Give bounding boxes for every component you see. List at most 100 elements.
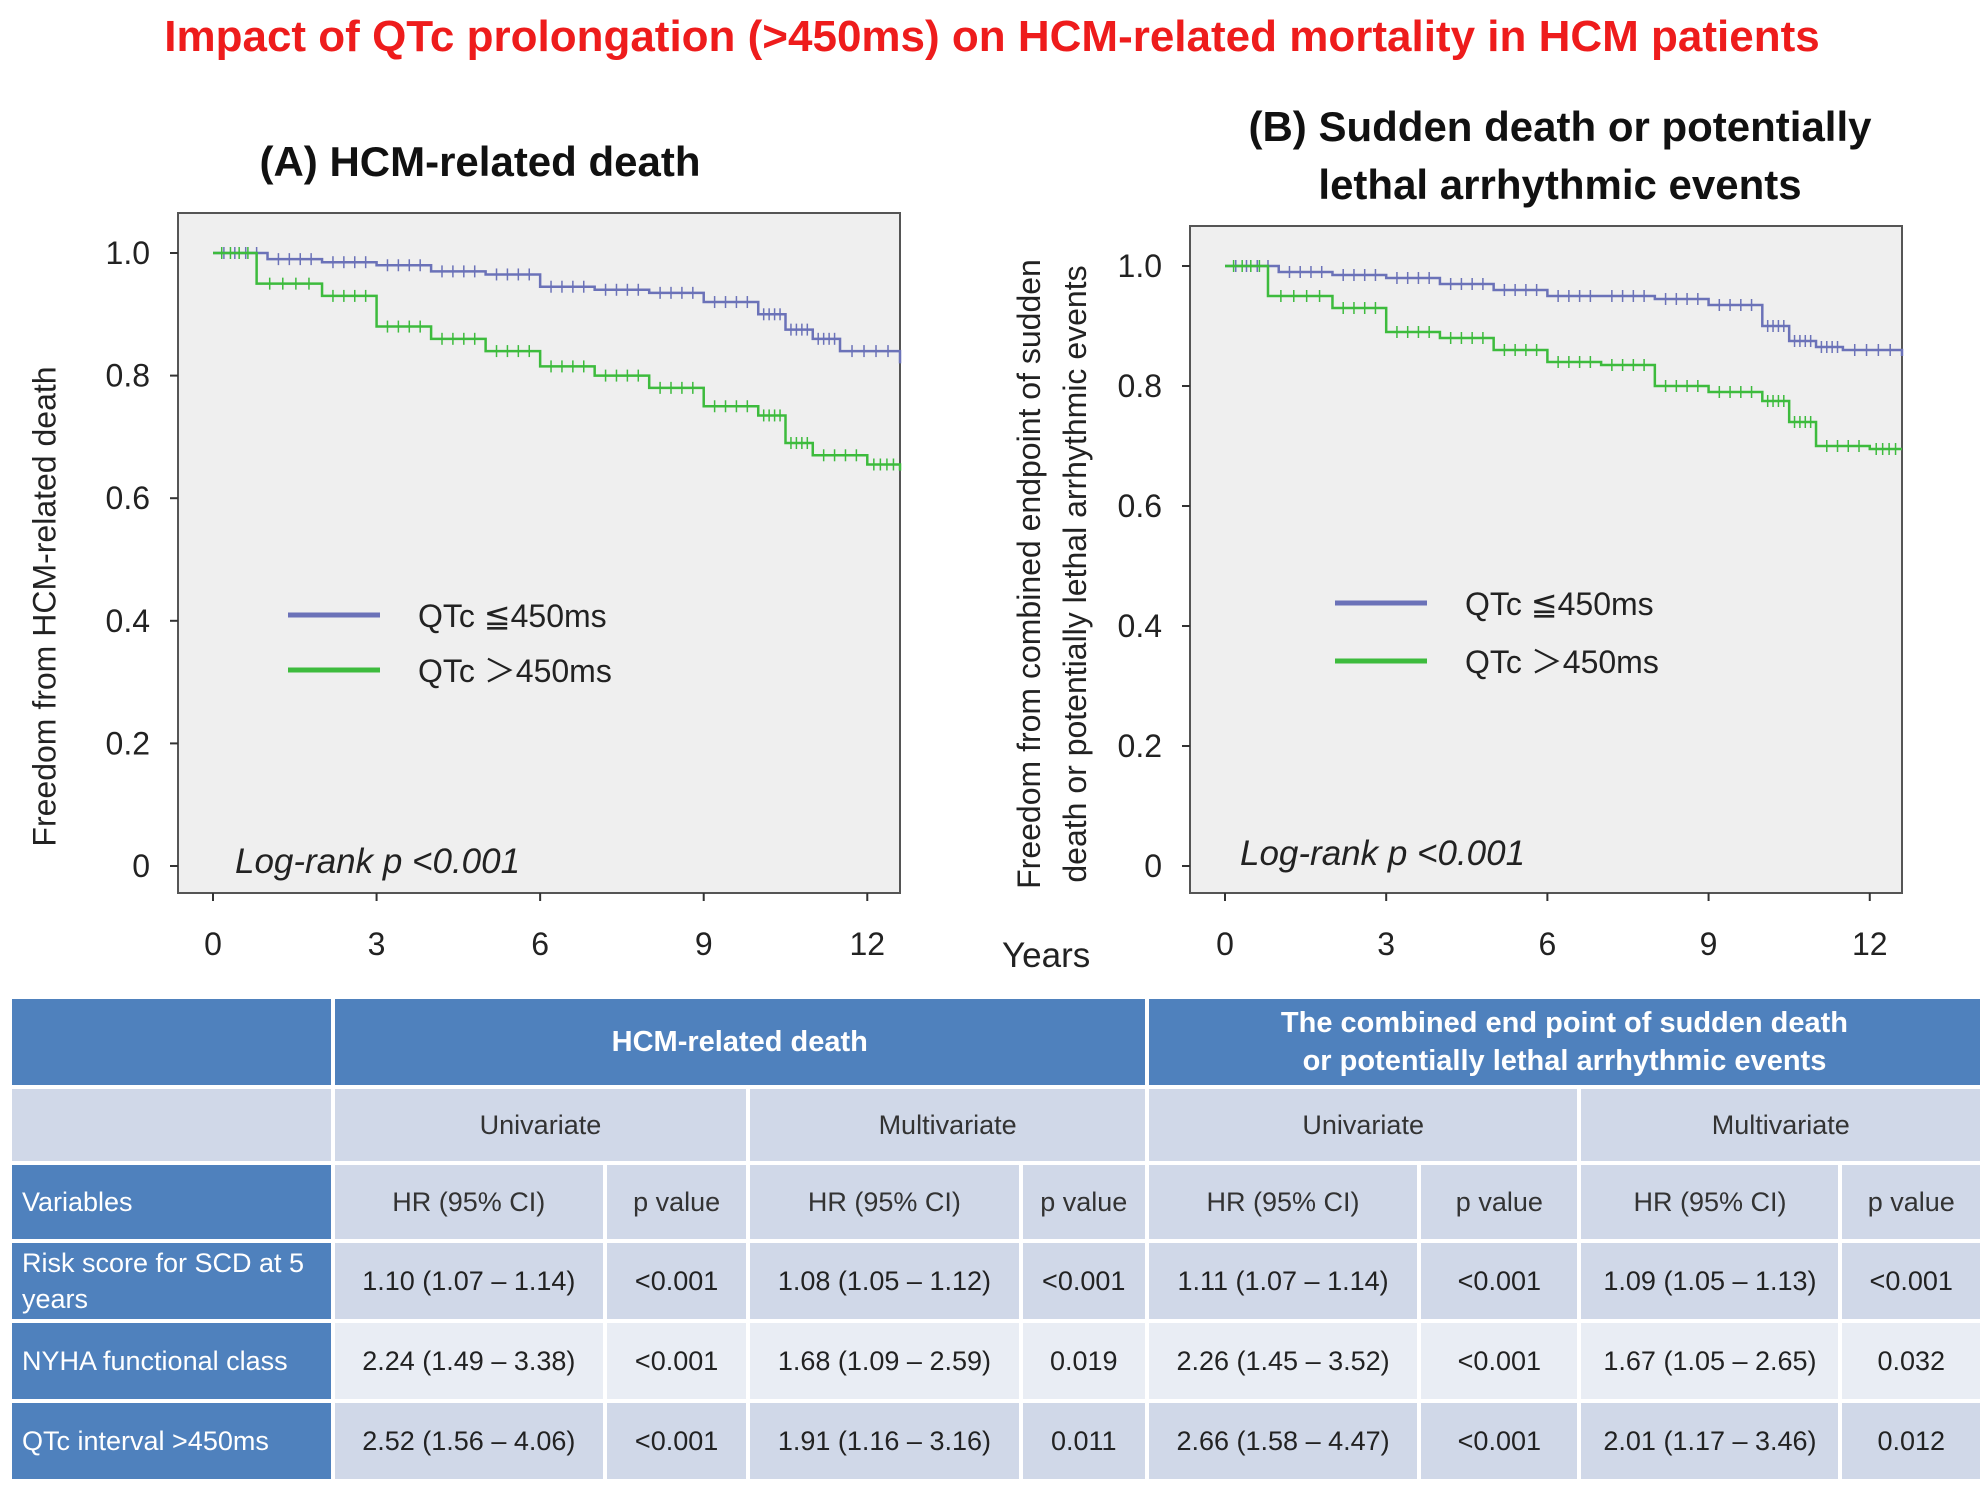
panel-b-y-tick-label: 0.6	[1118, 488, 1162, 524]
analysis-corner-cell	[12, 1089, 331, 1161]
main-title: Impact of QTc prolongation (>450ms) on H…	[164, 12, 1820, 61]
panel-a-censor-marks-qtc-gt-450	[220, 247, 895, 471]
panel-b-y-tick-label: 0.4	[1118, 608, 1162, 644]
table-row: QTc interval >450ms 2.52 (1.56 – 4.06) <…	[12, 1403, 1980, 1479]
table-cell: 2.24 (1.49 – 3.38)	[334, 1323, 603, 1399]
group-header-combined-line-1: The combined end point of sudden death	[1280, 1007, 1848, 1039]
table-cell: 0.032	[1842, 1323, 1980, 1399]
table-cell: <0.001	[1421, 1403, 1578, 1479]
table-row: Risk score for SCD at 5 years 1.10 (1.07…	[12, 1243, 1980, 1319]
group-header-combined-line-2: or potentially lethal arrhythmic events	[1302, 1045, 1827, 1077]
panel-b-y-tick-label: 0.2	[1118, 728, 1162, 764]
panel-b-series-line-qtc-le-450	[1225, 264, 1904, 356]
panel-b-x-tick-label: 6	[1538, 926, 1556, 962]
group-header-combined-endpoint: The combined end point of sudden death o…	[1148, 999, 1980, 1085]
panel-a-y-tick-label: 0.8	[106, 358, 150, 394]
panel-a-y-tick-label: 1.0	[106, 235, 150, 271]
panel-b-censor-marks-qtc-gt-450	[1232, 260, 1897, 455]
panel-b-x-tick-label: 9	[1700, 926, 1718, 962]
column-header: p value	[1842, 1165, 1980, 1239]
panel-b-y-tick-label: 0.8	[1118, 368, 1162, 404]
table-cell: 1.08 (1.05 – 1.12)	[750, 1243, 1019, 1319]
table-cell: 1.68 (1.09 – 2.59)	[750, 1323, 1019, 1399]
panel-b-x-tick-label: 0	[1216, 926, 1234, 962]
table-cell: 0.011	[1022, 1403, 1145, 1479]
panel-a-letter: (A)	[259, 138, 318, 185]
panel-a-title-text: HCM-related death	[329, 138, 701, 185]
table-cell: 2.66 (1.58 – 4.47)	[1148, 1403, 1418, 1479]
panel-a-censor-marks-qtc-le-450	[223, 247, 889, 358]
table-cell: <0.001	[606, 1323, 747, 1399]
column-header: HR (95% CI)	[1148, 1165, 1418, 1239]
column-header: p value	[1022, 1165, 1145, 1239]
panel-b-y-tick-label: 1.0	[1118, 248, 1162, 284]
table-corner-cell	[12, 999, 331, 1085]
column-header: HR (95% CI)	[334, 1165, 603, 1239]
variables-header: Variables	[12, 1165, 331, 1239]
km-charts: 0 0.2 0.4 0.6 0.8 1.0 0 3 6 9 12 QTc ≦450ms QTc ＞450…	[106, 212, 1904, 962]
panel-a-logrank-annotation: Log-rank p <0.001	[235, 842, 520, 881]
panel-a-legend-label: QTc ≦450ms	[418, 598, 607, 634]
table-cell: <0.001	[1022, 1243, 1145, 1319]
panel-b-title-line-2: lethal arrhythmic events	[1318, 161, 1802, 208]
table-cell: 1.10 (1.07 – 1.14)	[334, 1243, 603, 1319]
table-cell: 0.012	[1842, 1403, 1980, 1479]
table-analysis-header-row: Univariate Multivariate Univariate Multi…	[12, 1089, 1980, 1161]
panel-b-legend-label: QTc ≦450ms	[1465, 586, 1654, 622]
row-variable: Risk score for SCD at 5 years	[12, 1243, 331, 1319]
panel-b-y-tick-label: 0	[1144, 848, 1162, 884]
panel-a-series-line-qtc-le-450	[213, 251, 902, 364]
table-cell: <0.001	[1421, 1243, 1578, 1319]
panel-a-x-tick-label: 12	[849, 926, 885, 962]
table-cell: <0.001	[1421, 1323, 1578, 1399]
panel-a-plot-area	[177, 212, 901, 894]
panel-a-y-tick-label: 0.6	[106, 480, 150, 516]
table-cell: 1.67 (1.05 – 2.65)	[1581, 1323, 1839, 1399]
panel-b-title: (B) Sudden death or potentially lethal a…	[1140, 98, 1980, 214]
panel-b-letter: (B)	[1248, 103, 1307, 150]
panel-b-x-tick-label: 3	[1377, 926, 1395, 962]
panel-a-x-tick-label: 9	[695, 926, 713, 962]
panel-b-logrank-annotation: Log-rank p <0.001	[1240, 834, 1525, 873]
panel-b-plot-area	[1189, 225, 1903, 894]
column-header: HR (95% CI)	[750, 1165, 1019, 1239]
row-variable: QTc interval >450ms	[12, 1403, 331, 1479]
panel-a-title: (A) HCM-related death	[180, 138, 780, 186]
analysis-header-cell: Multivariate	[1581, 1089, 1980, 1161]
analysis-header-cell: Multivariate	[750, 1089, 1145, 1161]
panel-a-y-tick-label: 0	[132, 848, 150, 884]
panel-a-x-tick-label: 0	[204, 926, 222, 962]
panel-a-x-tick-label: 6	[531, 926, 549, 962]
panel-b-title-line-1: Sudden death or potentially	[1318, 103, 1872, 150]
table-cell: 1.91 (1.16 – 3.16)	[750, 1403, 1019, 1479]
table-cell: 1.09 (1.05 – 1.13)	[1581, 1243, 1839, 1319]
panel-a-legend-label: QTc ＞450ms	[418, 653, 612, 689]
column-header: p value	[606, 1165, 747, 1239]
table-group-header-row: HCM-related death The combined end point…	[12, 999, 1980, 1085]
panel-a-y-tick-label: 0.4	[106, 603, 150, 639]
table-column-header-row: Variables HR (95% CI) p value HR (95% CI…	[12, 1165, 1980, 1239]
panel-a-x-tick-label: 3	[368, 926, 386, 962]
panel-b-series-line-qtc-gt-450	[1225, 264, 1902, 451]
table-cell: <0.001	[606, 1243, 747, 1319]
table-cell: 2.52 (1.56 – 4.06)	[334, 1403, 603, 1479]
table-cell: 1.11 (1.07 – 1.14)	[1148, 1243, 1418, 1319]
table-cell: <0.001	[606, 1403, 747, 1479]
table-cell: <0.001	[1842, 1243, 1980, 1319]
results-table: HCM-related death The combined end point…	[8, 995, 1984, 1483]
analysis-header-cell: Univariate	[1148, 1089, 1578, 1161]
panel-a-y-tick-label: 0.2	[106, 725, 150, 761]
table-cell: 2.26 (1.45 – 3.52)	[1148, 1323, 1418, 1399]
column-header: HR (95% CI)	[1581, 1165, 1839, 1239]
panel-b-legend-label: QTc ＞450ms	[1465, 644, 1659, 680]
panel-a-series-line-qtc-gt-450	[213, 251, 902, 471]
x-axis-label: Years	[1002, 936, 1091, 975]
table-row: NYHA functional class 2.24 (1.49 – 3.38)…	[12, 1323, 1980, 1399]
table-cell: 2.01 (1.17 – 3.46)	[1581, 1403, 1839, 1479]
panel-b-x-tick-label: 12	[1852, 926, 1888, 962]
analysis-header-cell: Univariate	[334, 1089, 747, 1161]
group-header-hcm-death: HCM-related death	[334, 999, 1145, 1085]
column-header: p value	[1421, 1165, 1578, 1239]
table-cell: 0.019	[1022, 1323, 1145, 1399]
row-variable: NYHA functional class	[12, 1323, 331, 1399]
